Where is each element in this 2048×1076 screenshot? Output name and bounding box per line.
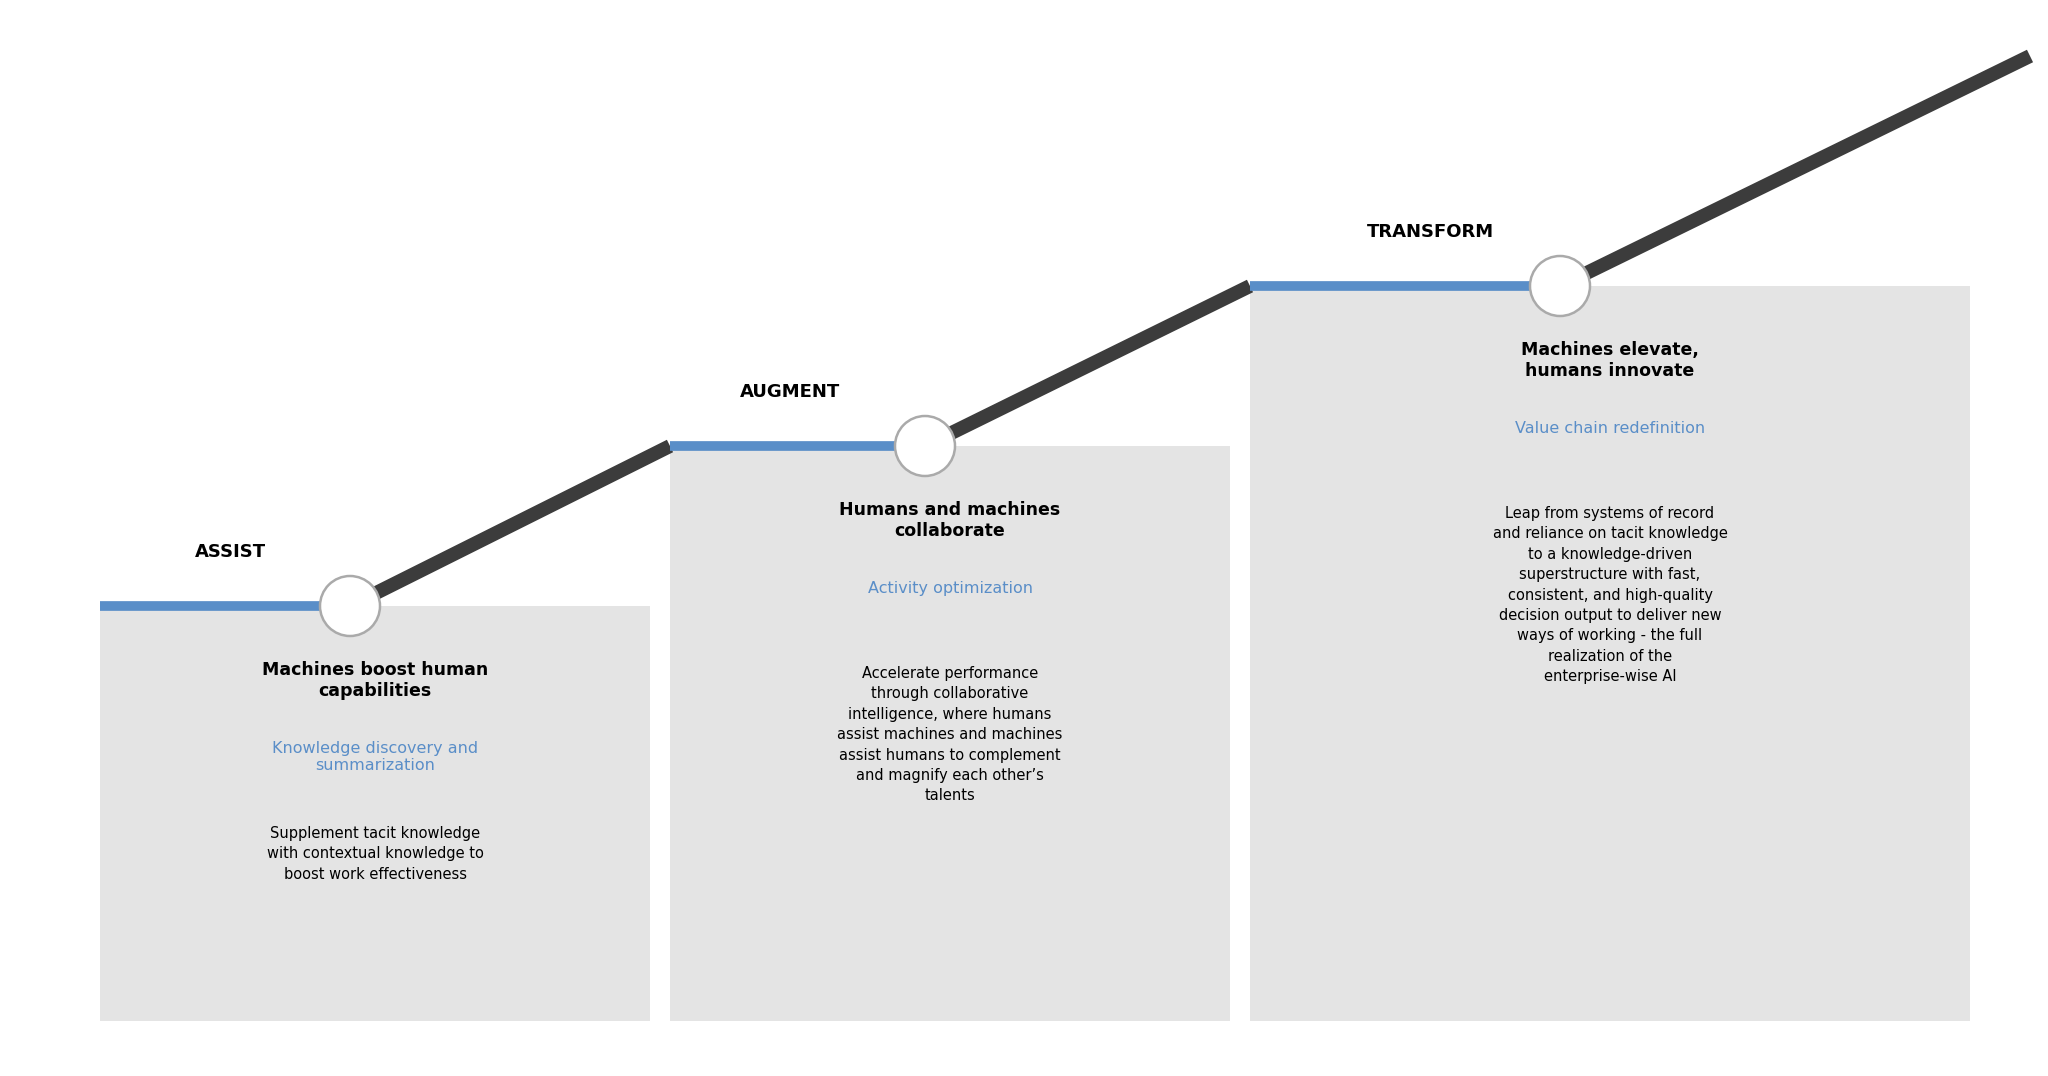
- Circle shape: [319, 576, 381, 636]
- Circle shape: [895, 416, 954, 476]
- Text: Supplement tacit knowledge
with contextual knowledge to
boost work effectiveness: Supplement tacit knowledge with contextu…: [266, 826, 483, 882]
- Text: AUGMENT: AUGMENT: [739, 383, 840, 401]
- Text: Leap from systems of record
and reliance on tacit knowledge
to a knowledge-drive: Leap from systems of record and reliance…: [1493, 506, 1726, 684]
- Circle shape: [1530, 256, 1589, 316]
- Text: Activity optimization: Activity optimization: [868, 581, 1032, 596]
- Bar: [1249, 286, 1970, 1021]
- Bar: [670, 445, 1231, 1021]
- Text: Knowledge discovery and
summarization: Knowledge discovery and summarization: [272, 741, 477, 774]
- Text: Accelerate performance
through collaborative
intelligence, where humans
assist m: Accelerate performance through collabora…: [838, 666, 1063, 804]
- Text: Humans and machines
collaborate: Humans and machines collaborate: [840, 501, 1061, 540]
- Text: ASSIST: ASSIST: [195, 543, 266, 561]
- Text: Machines boost human
capabilities: Machines boost human capabilities: [262, 661, 487, 699]
- Bar: [100, 606, 649, 1021]
- Text: TRANSFORM: TRANSFORM: [1366, 223, 1493, 241]
- Text: Machines elevate,
humans innovate: Machines elevate, humans innovate: [1522, 341, 1700, 380]
- Text: Value chain redefinition: Value chain redefinition: [1516, 421, 1706, 436]
